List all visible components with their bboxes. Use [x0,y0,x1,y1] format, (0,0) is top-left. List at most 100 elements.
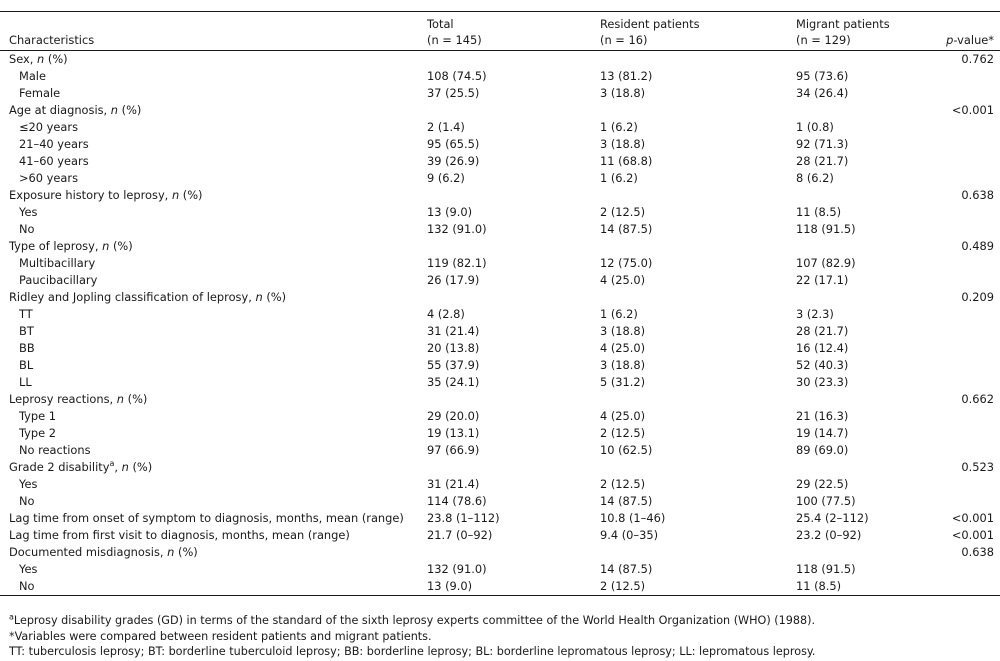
cell-pvalue [923,578,1000,596]
cell-migrant: 118 (91.5) [796,562,856,576]
cell-total: 13 (9.0) [427,579,473,593]
cell-migrant: 11 (8.5) [796,579,842,593]
cell-resident: 14 (87.5) [600,222,653,236]
table-row: Female 37 (25.5) 3 (18.8) 34 (26.4) [0,85,1000,102]
table-group-row: Exposure history to leprosy, n (%) 0.638 [0,187,1000,204]
row-label: Type of leprosy, n (%) [9,239,133,253]
cell-total: 19 (13.1) [427,426,480,440]
cell-migrant [796,459,923,476]
cell-migrant: 95 (73.6) [796,69,849,83]
table-row: >60 years 9 (6.2) 1 (6.2) 8 (6.2) [0,170,1000,187]
table-group-row: Type of leprosy, n (%) 0.489 [0,238,1000,255]
cell-resident: 4 (25.0) [600,409,646,423]
cell-total: 35 (24.1) [427,375,480,389]
cell-resident: 3 (18.8) [600,358,646,372]
cell-pvalue [923,442,1000,459]
cell-resident [600,238,796,255]
cell-pvalue [923,425,1000,442]
cell-total: 132 (91.0) [427,222,487,236]
cell-pvalue [923,493,1000,510]
cell-pvalue: 0.489 [961,239,994,253]
cell-resident: 3 (18.8) [600,86,646,100]
cell-pvalue: 0.638 [961,188,994,202]
row-label: No [19,579,35,593]
row-label: Yes [19,477,38,491]
cell-total: 95 (65.5) [427,137,480,151]
table-row: Male 108 (74.5) 13 (81.2) 95 (73.6) [0,68,1000,85]
cell-total: 31 (21.4) [427,324,480,338]
cell-migrant [796,238,923,255]
cell-pvalue: <0.001 [951,511,994,525]
cell-migrant [796,51,923,69]
row-label: Type 1 [19,409,57,423]
cell-total [427,391,600,408]
table-row: No 114 (78.6) 14 (87.5) 100 (77.5) [0,493,1000,510]
row-label: Yes [19,205,38,219]
cell-pvalue [923,408,1000,425]
table-group-row: Age at diagnosis, n (%) <0.001 [0,102,1000,119]
cell-pvalue [923,272,1000,289]
cell-resident: 3 (18.8) [600,137,646,151]
cell-total: 119 (82.1) [427,256,487,270]
cell-resident [600,289,796,306]
cell-migrant: 25.4 (2–112) [796,511,869,525]
cell-migrant [796,544,923,561]
header-characteristics: Characteristics [9,33,95,47]
footnotes: aLeprosy disability grades (GD) in terms… [9,613,994,660]
cell-total [427,51,600,69]
row-label: 41–60 years [19,154,89,168]
cell-pvalue [923,340,1000,357]
cell-pvalue [923,136,1000,153]
cell-migrant: 3 (2.3) [796,307,834,321]
cell-migrant: 1 (0.8) [796,120,834,134]
cell-migrant: 11 (8.5) [796,205,842,219]
row-label: ≤20 years [19,120,79,134]
cell-total [427,544,600,561]
row-label: Multibacillary [19,256,96,270]
cell-pvalue: <0.001 [951,103,994,117]
cell-migrant: 28 (21.7) [796,324,849,338]
table-row: Yes 13 (9.0) 2 (12.5) 11 (8.5) [0,204,1000,221]
row-label: TT [19,307,33,321]
cell-total: 29 (20.0) [427,409,480,423]
table-row: BT 31 (21.4) 3 (18.8) 28 (21.7) [0,323,1000,340]
footnote-a: aLeprosy disability grades (GD) in terms… [9,612,816,627]
table-row: BB 20 (13.8) 4 (25.0) 16 (12.4) [0,340,1000,357]
characteristics-table: Characteristics Total (n = 145) Resident … [0,11,1000,596]
cell-pvalue [923,119,1000,136]
cell-total: 9 (6.2) [427,171,465,185]
row-label: Ridley and Jopling classification of lep… [9,290,287,304]
cell-migrant [796,391,923,408]
row-label: Leprosy reactions, n (%) [9,392,148,406]
cell-resident: 2 (12.5) [600,426,646,440]
cell-resident: 4 (25.0) [600,341,646,355]
table-row: Type 2 19 (13.1) 2 (12.5) 19 (14.7) [0,425,1000,442]
footnote-abbreviations: TT: tuberculosis leprosy; BT: borderline… [9,645,816,658]
table-row: Multibacillary 119 (82.1) 12 (75.0) 107 (82… [0,255,1000,272]
cell-pvalue [923,68,1000,85]
cell-resident [600,459,796,476]
table-row: No 13 (9.0) 2 (12.5) 11 (8.5) [0,578,1000,596]
row-label: >60 years [19,171,79,185]
row-label: LL [19,375,32,389]
cell-migrant [796,289,923,306]
row-label: BL [19,358,34,372]
cell-migrant: 21 (16.3) [796,409,849,423]
cell-total: 26 (17.9) [427,273,480,287]
cell-resident: 14 (87.5) [600,562,653,576]
cell-resident: 12 (75.0) [600,256,653,270]
table-row: BL 55 (37.9) 3 (18.8) 52 (40.3) [0,357,1000,374]
cell-resident: 5 (31.2) [600,375,646,389]
cell-pvalue [923,306,1000,323]
header-pvalue: p-value* [946,33,994,47]
cell-resident [600,187,796,204]
cell-resident: 10 (62.5) [600,443,653,457]
cell-migrant: 118 (91.5) [796,222,856,236]
cell-resident: 11 (68.8) [600,154,653,168]
table-row: No reactions 97 (66.9) 10 (62.5) 89 (69.0) [0,442,1000,459]
cell-resident: 1 (6.2) [600,171,638,185]
cell-pvalue [923,204,1000,221]
cell-total: 37 (25.5) [427,86,480,100]
cell-migrant: 23.2 (0–92) [796,528,862,542]
